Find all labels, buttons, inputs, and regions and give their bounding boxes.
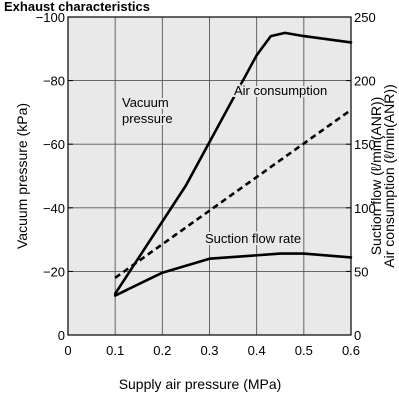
y-left-tick-label: −20 xyxy=(43,264,65,279)
y-right-tick-label: 0 xyxy=(354,328,361,343)
x-tick-label: 0.2 xyxy=(153,343,171,358)
annotation-line: Suction flow rate xyxy=(205,231,301,246)
plot-frame xyxy=(67,16,352,336)
x-tick-label: 0.5 xyxy=(295,343,313,358)
y-axis-right-label-air-consumption: Air consumption (ℓ/min(ANR)) xyxy=(381,84,397,267)
chart-title: Exhaust characteristics xyxy=(4,0,150,14)
annotation-suction-flow-rate: Suction flow rate xyxy=(205,231,301,246)
y-right-tick-label: 200 xyxy=(354,74,376,89)
y-right-tick-label: 100 xyxy=(354,201,376,216)
annotation-vacuum-pressure: Vacuum pressure xyxy=(122,95,173,126)
y-left-tick-label: 0 xyxy=(58,328,65,343)
annotation-line: pressure xyxy=(122,111,173,126)
y-left-tick-label: −60 xyxy=(43,137,65,152)
y-left-tick-label: −40 xyxy=(43,201,65,216)
annotation-air-consumption: Air consumption xyxy=(234,83,327,98)
x-tick-label: 0 xyxy=(64,343,71,358)
y-axis-left-label: Vacuum pressure (kPa) xyxy=(14,103,30,249)
y-left-tick-label: −100 xyxy=(36,10,65,25)
series-layer xyxy=(113,31,353,297)
series-line-suction-flow-rate xyxy=(113,252,353,297)
y-right-tick-label: 50 xyxy=(354,264,368,279)
series-line-vacuum-pressure xyxy=(113,31,353,295)
y-left-tick-label: −80 xyxy=(43,74,65,89)
x-axis-label: Supply air pressure (MPa) xyxy=(119,376,282,392)
annotation-layer: Vacuum pressure Air consumption Suction flo… xyxy=(120,81,329,248)
tick-labels: 0 0.1 0.2 0.3 0.4 0.5 0.60−20−40−60−80−1000501… xyxy=(36,10,376,358)
x-tick-label: 0.6 xyxy=(342,343,360,358)
series-line-air-consumption xyxy=(114,108,352,279)
y-right-tick-label: 150 xyxy=(354,137,376,152)
x-tick-label: 0.1 xyxy=(106,343,124,358)
x-tick-label: 0.4 xyxy=(248,343,266,358)
annotation-line: Air consumption xyxy=(234,83,327,98)
y-right-tick-label: 250 xyxy=(354,10,376,25)
annotation-line: Vacuum xyxy=(122,95,169,110)
y-axis-right-label-suction-flow: Suction flow (ℓ/min(ANR)) xyxy=(368,97,384,256)
x-tick-label: 0.3 xyxy=(200,343,218,358)
